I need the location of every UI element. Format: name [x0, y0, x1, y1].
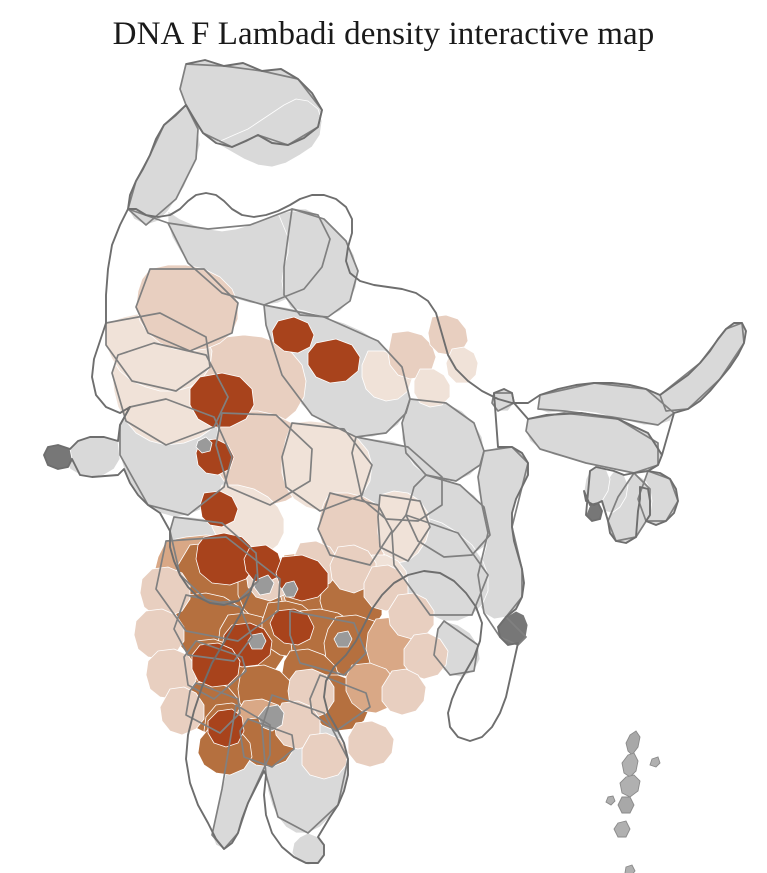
district-area[interactable] — [191, 642, 241, 688]
india-choropleth-map[interactable] — [0, 55, 767, 873]
district-area[interactable] — [195, 436, 213, 454]
district-area[interactable] — [139, 566, 191, 618]
district-area[interactable] — [445, 346, 479, 384]
district-area[interactable] — [271, 316, 315, 354]
district-area[interactable] — [253, 574, 275, 596]
district-area[interactable] — [347, 720, 395, 768]
district-area[interactable] — [189, 372, 255, 428]
district-area[interactable] — [301, 732, 349, 780]
district-area[interactable] — [195, 532, 257, 586]
map-canvas[interactable] — [0, 55, 767, 873]
district-area[interactable] — [215, 98, 323, 168]
district-area[interactable] — [381, 668, 427, 716]
district-area[interactable] — [281, 580, 299, 598]
country-outline — [43, 59, 747, 864]
district-area[interactable] — [307, 338, 361, 384]
district-area[interactable] — [333, 630, 353, 648]
andaman-nicobar-islands[interactable] — [605, 730, 680, 873]
district-area[interactable] — [159, 686, 205, 736]
district-area[interactable] — [199, 490, 239, 528]
district-area[interactable] — [413, 368, 451, 408]
page-title: DNA F Lambadi density interactive map — [112, 16, 655, 52]
district-area[interactable] — [269, 608, 315, 646]
